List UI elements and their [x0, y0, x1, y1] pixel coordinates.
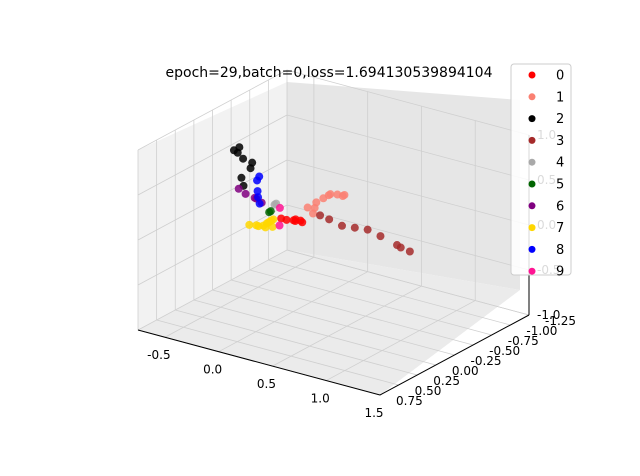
grid-line-z-left: [137, 204, 288, 286]
z-tick-label: -1.0: [537, 308, 560, 322]
data-point-series-2: [246, 164, 255, 173]
grid-line-z-back: [286, 69, 530, 136]
legend-marker: [528, 93, 536, 101]
legend-marker: [528, 136, 536, 144]
x-tick-label: -0.5: [147, 348, 170, 362]
grid-line-y-floor: [156, 319, 399, 386]
data-point-series-7: [267, 216, 276, 225]
y-tick-label: 0.75: [396, 394, 423, 408]
legend-label: 3: [556, 134, 564, 149]
legend-label: 2: [556, 112, 564, 127]
data-point-series-5: [266, 207, 275, 216]
data-points: [229, 143, 414, 256]
legend-box: [510, 63, 572, 276]
data-point-series-1: [338, 192, 347, 200]
x-axis-line: [137, 329, 381, 396]
data-point-series-8: [254, 193, 263, 202]
data-point-series-1: [326, 190, 335, 199]
data-point-series-6: [241, 189, 250, 198]
y-tick-label: 0.50: [415, 384, 442, 398]
legend-marker: [528, 180, 536, 188]
data-point-series-3: [376, 232, 385, 241]
grid-line-z-left: [137, 69, 288, 151]
pane-floor: [138, 250, 520, 395]
data-point-series-1: [319, 194, 328, 203]
grid-line-z-left: [137, 249, 288, 331]
legend-marker: [528, 115, 536, 123]
legend-marker: [528, 202, 536, 210]
y-tick-label: -1.25: [545, 314, 576, 328]
y-tick-label: -1.00: [526, 324, 557, 338]
legend-marker: [528, 245, 536, 253]
grid-line-z-back: [286, 114, 530, 181]
legend-marker: [528, 158, 536, 166]
grid-line-y-floor: [212, 289, 455, 356]
data-point-series-7: [254, 222, 263, 231]
x-tick-label: 0.0: [203, 363, 222, 377]
grid-line-y-floor: [193, 299, 436, 366]
data-point-series-9: [275, 221, 284, 230]
x-tick-label: 1.5: [364, 406, 383, 420]
y-tick-label: 0.25: [433, 374, 460, 388]
data-point-series-3: [337, 221, 346, 230]
data-point-series-7: [245, 220, 254, 229]
legend: 0 1 2 3 4 5 6 7 8 9: [510, 63, 572, 280]
grid-line-z-left: [137, 114, 288, 196]
grid-line-z-back: [286, 249, 530, 316]
y-axis-line: [379, 314, 530, 396]
legend-label: 1: [556, 90, 564, 105]
legend-label: 6: [556, 199, 564, 214]
data-point-series-3: [350, 223, 359, 232]
grid-line-z-back: [286, 159, 530, 226]
x-tick-label: 0.5: [257, 377, 276, 391]
data-point-series-3: [405, 247, 414, 256]
grid-line-y-floor: [231, 279, 474, 346]
data-point-series-8: [253, 187, 262, 196]
x-tick-label: 1.0: [311, 392, 330, 406]
legend-marker: [528, 224, 536, 232]
data-point-series-0: [298, 218, 307, 227]
data-point-series-2: [239, 154, 248, 163]
legend-label: 5: [556, 178, 564, 193]
y-tick-label: 0.00: [452, 364, 479, 378]
data-point-series-9: [275, 203, 284, 212]
data-point-series-3: [363, 225, 372, 234]
data-point-series-0: [291, 217, 300, 226]
legend-marker: [528, 267, 536, 275]
y-tick-label: -0.50: [489, 344, 520, 358]
data-point-series-3: [316, 211, 325, 220]
legend-label: 7: [556, 221, 564, 236]
legend-marker: [528, 71, 536, 79]
y-tick-label: -0.75: [508, 334, 539, 348]
data-point-series-0: [277, 214, 286, 223]
legend-label: 8: [556, 243, 564, 258]
grid-line-y-floor: [268, 259, 511, 326]
grid-line-z-left: [137, 159, 288, 241]
data-point-series-1: [309, 209, 317, 218]
data-point-series-2: [235, 143, 244, 152]
chart-title: epoch=29,batch=0,loss=1.694130539894104: [166, 65, 493, 81]
data-point-series-8: [255, 172, 264, 181]
grid-line-y-floor: [175, 309, 418, 376]
pane-back: [287, 82, 520, 290]
y-tick-label: -0.25: [471, 354, 502, 368]
grid-line-y-floor: [249, 269, 492, 336]
legend-label: 0: [556, 69, 564, 84]
data-point-series-3: [396, 243, 405, 252]
legend-label: 9: [556, 265, 564, 280]
data-point-series-2: [237, 173, 246, 182]
data-point-series-1: [303, 203, 312, 212]
legend-label: 4: [556, 156, 564, 171]
data-point-series-6: [234, 184, 243, 193]
data-point-series-3: [325, 215, 334, 224]
data-point-series-8: [255, 199, 264, 208]
